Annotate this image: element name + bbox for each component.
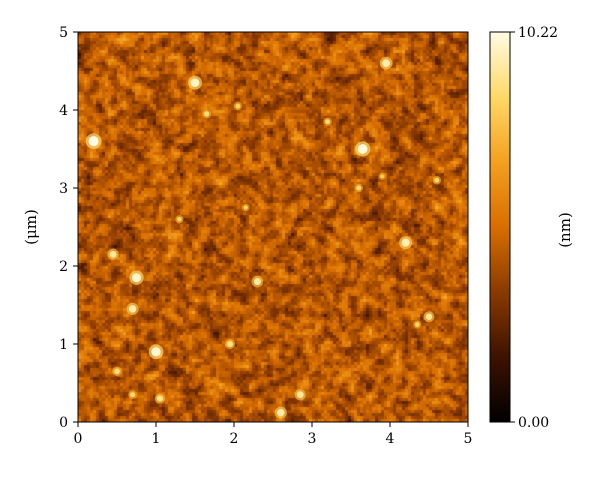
surface-feature bbox=[277, 408, 285, 417]
height-map-image bbox=[78, 32, 468, 422]
surface-feature bbox=[243, 205, 248, 210]
surface-feature bbox=[382, 59, 390, 68]
surface-feature bbox=[425, 313, 433, 320]
y-tick-label: 4 bbox=[59, 103, 68, 119]
surface-features bbox=[85, 56, 442, 419]
y-tick-label: 2 bbox=[59, 259, 68, 275]
surface-feature bbox=[357, 144, 368, 154]
surface-feature bbox=[128, 305, 137, 313]
plot-frame bbox=[77, 31, 469, 423]
surface-feature bbox=[88, 136, 99, 147]
y-tick-label: 1 bbox=[59, 337, 68, 353]
colorbar-title: (nm) bbox=[556, 212, 574, 248]
colorbar: 10.22 0.00 (nm) bbox=[489, 25, 574, 431]
y-tick-label: 0 bbox=[59, 415, 68, 431]
colorbar-max-label: 10.22 bbox=[518, 25, 558, 41]
surface-feature bbox=[296, 391, 304, 399]
surface-feature bbox=[235, 103, 241, 109]
surface-feature bbox=[434, 177, 440, 183]
surface-feature bbox=[131, 273, 142, 283]
surface-feature bbox=[380, 174, 385, 179]
y-tick-label: 5 bbox=[59, 25, 68, 41]
y-tick-label: 3 bbox=[59, 181, 68, 197]
y-axis: 0 1 2 3 4 5 bbox=[59, 25, 78, 431]
x-axis: 0 1 2 3 4 5 bbox=[74, 422, 473, 447]
x-tick-label: 1 bbox=[152, 431, 161, 447]
colorbar-min-label: 0.00 bbox=[518, 415, 549, 431]
surface-feature bbox=[415, 322, 420, 327]
surface-feature bbox=[156, 395, 163, 402]
surface-feature bbox=[151, 347, 161, 357]
surface-feature bbox=[130, 392, 136, 398]
surface-feature bbox=[114, 368, 120, 375]
surface-feature bbox=[109, 250, 117, 258]
x-tick-label: 4 bbox=[386, 431, 395, 447]
plot-area bbox=[77, 31, 469, 423]
surface-feature bbox=[253, 278, 261, 286]
x-tick-label: 2 bbox=[230, 431, 239, 447]
surface-feature bbox=[190, 78, 200, 88]
x-tick-label: 5 bbox=[464, 431, 473, 447]
surface-feature bbox=[177, 216, 182, 222]
x-tick-label: 0 bbox=[74, 431, 83, 447]
colorbar-frame bbox=[489, 31, 511, 423]
surface-feature bbox=[204, 111, 210, 117]
x-tick-label: 3 bbox=[308, 431, 317, 447]
surface-feature bbox=[356, 185, 362, 191]
surface-feature bbox=[401, 238, 410, 247]
surface-feature bbox=[227, 341, 234, 347]
y-axis-title: (μm) bbox=[22, 209, 40, 245]
surface-feature bbox=[325, 119, 331, 125]
colorbar-gradient bbox=[490, 32, 510, 422]
